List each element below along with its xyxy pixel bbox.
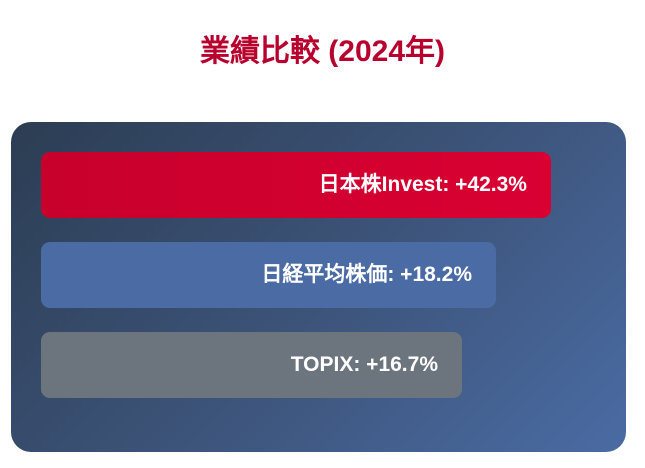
bar: TOPIX: +16.7% (41, 332, 462, 398)
bar: 日本株Invest: +42.3% (41, 152, 551, 218)
comparison-panel: 日本株Invest: +42.3% 日経平均株価: +18.2% TOPIX: … (11, 122, 626, 452)
title: 業績比較 (2024年) (199, 35, 446, 68)
bar: 日経平均株価: +18.2% (41, 242, 496, 308)
